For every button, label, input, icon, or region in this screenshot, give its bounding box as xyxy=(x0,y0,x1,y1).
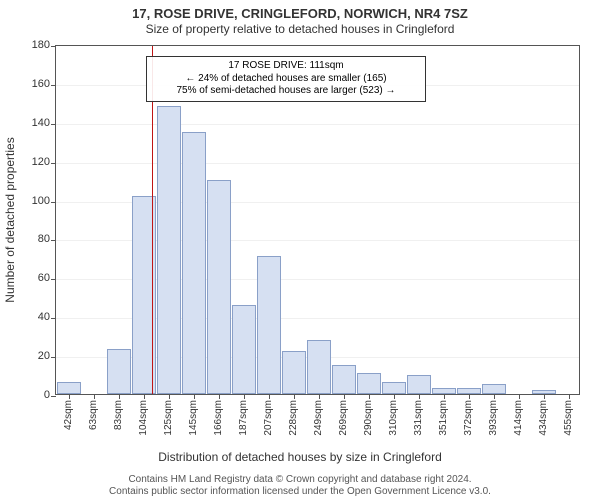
ytick-mark xyxy=(51,396,56,397)
gridline xyxy=(56,124,579,125)
xtick-mark xyxy=(194,394,195,399)
histogram-bar xyxy=(157,106,181,394)
xtick-label: 351sqm xyxy=(438,400,449,436)
xtick-label: 249sqm xyxy=(313,400,324,436)
xtick-mark xyxy=(494,394,495,399)
ytick-mark xyxy=(51,202,56,203)
xtick-label: 83sqm xyxy=(113,400,124,430)
xtick-mark xyxy=(269,394,270,399)
histogram-bar xyxy=(332,365,356,394)
xtick-mark xyxy=(119,394,120,399)
ytick-mark xyxy=(51,318,56,319)
histogram-bar xyxy=(182,132,206,395)
xtick-label: 310sqm xyxy=(388,400,399,436)
histogram-bar xyxy=(407,375,431,394)
attribution-line-1: Contains HM Land Registry data © Crown c… xyxy=(0,474,600,486)
ytick-mark xyxy=(51,46,56,47)
xtick-mark xyxy=(144,394,145,399)
property-annotation: 17 ROSE DRIVE: 111sqm ← 24% of detached … xyxy=(146,56,426,102)
xtick-label: 104sqm xyxy=(138,400,149,436)
xtick-mark xyxy=(544,394,545,399)
xtick-label: 166sqm xyxy=(213,400,224,436)
xtick-mark xyxy=(369,394,370,399)
xtick-label: 125sqm xyxy=(163,400,174,436)
annotation-line-1: 17 ROSE DRIVE: 111sqm xyxy=(153,60,419,73)
attribution-line-2: Contains public sector information licen… xyxy=(0,486,600,498)
ytick-label: 60 xyxy=(10,272,50,284)
ytick-label: 180 xyxy=(10,39,50,51)
xtick-mark xyxy=(444,394,445,399)
histogram-bar xyxy=(107,349,131,394)
ytick-mark xyxy=(51,163,56,164)
ytick-label: 0 xyxy=(10,389,50,401)
ytick-label: 20 xyxy=(10,350,50,362)
xtick-label: 290sqm xyxy=(363,400,374,436)
ytick-mark xyxy=(51,124,56,125)
ytick-label: 140 xyxy=(10,117,50,129)
xtick-label: 414sqm xyxy=(513,400,524,436)
ytick-mark xyxy=(51,85,56,86)
histogram-bar xyxy=(357,373,381,394)
xtick-mark xyxy=(294,394,295,399)
xtick-mark xyxy=(519,394,520,399)
x-axis-label: Distribution of detached houses by size … xyxy=(0,450,600,464)
histogram-bar xyxy=(207,180,231,394)
xtick-label: 187sqm xyxy=(238,400,249,436)
ytick-mark xyxy=(51,240,56,241)
xtick-mark xyxy=(469,394,470,399)
xtick-mark xyxy=(569,394,570,399)
xtick-label: 455sqm xyxy=(563,400,574,436)
histogram-bar xyxy=(57,382,81,394)
annotation-line-2: ← 24% of detached houses are smaller (16… xyxy=(153,73,419,86)
xtick-mark xyxy=(169,394,170,399)
xtick-label: 145sqm xyxy=(188,400,199,436)
ytick-label: 120 xyxy=(10,156,50,168)
xtick-label: 269sqm xyxy=(338,400,349,436)
xtick-label: 207sqm xyxy=(263,400,274,436)
histogram-bar xyxy=(282,351,306,394)
ytick-label: 40 xyxy=(10,311,50,323)
xtick-mark xyxy=(69,394,70,399)
annotation-line-3: 75% of semi-detached houses are larger (… xyxy=(153,85,419,98)
xtick-label: 63sqm xyxy=(88,400,99,430)
histogram-bar xyxy=(382,382,406,394)
xtick-label: 393sqm xyxy=(488,400,499,436)
histogram-bar xyxy=(232,305,256,394)
ytick-mark xyxy=(51,279,56,280)
ytick-label: 80 xyxy=(10,233,50,245)
xtick-label: 434sqm xyxy=(538,400,549,436)
container: 17, ROSE DRIVE, CRINGLEFORD, NORWICH, NR… xyxy=(0,0,600,500)
histogram-bar xyxy=(307,340,331,394)
ytick-mark xyxy=(51,357,56,358)
chart-title: 17, ROSE DRIVE, CRINGLEFORD, NORWICH, NR… xyxy=(0,6,600,21)
histogram-bar xyxy=(257,256,281,394)
attribution: Contains HM Land Registry data © Crown c… xyxy=(0,474,600,498)
xtick-mark xyxy=(94,394,95,399)
ytick-label: 100 xyxy=(10,195,50,207)
xtick-label: 42sqm xyxy=(63,400,74,430)
xtick-mark xyxy=(394,394,395,399)
histogram-bar xyxy=(482,384,506,394)
ytick-label: 160 xyxy=(10,78,50,90)
plot-area: 17 ROSE DRIVE: 111sqm ← 24% of detached … xyxy=(55,45,580,395)
xtick-label: 228sqm xyxy=(288,400,299,436)
xtick-label: 331sqm xyxy=(413,400,424,436)
chart-subtitle: Size of property relative to detached ho… xyxy=(0,22,600,36)
xtick-mark xyxy=(419,394,420,399)
gridline xyxy=(56,163,579,164)
xtick-mark xyxy=(219,394,220,399)
xtick-mark xyxy=(319,394,320,399)
xtick-mark xyxy=(244,394,245,399)
xtick-mark xyxy=(344,394,345,399)
xtick-label: 372sqm xyxy=(463,400,474,436)
